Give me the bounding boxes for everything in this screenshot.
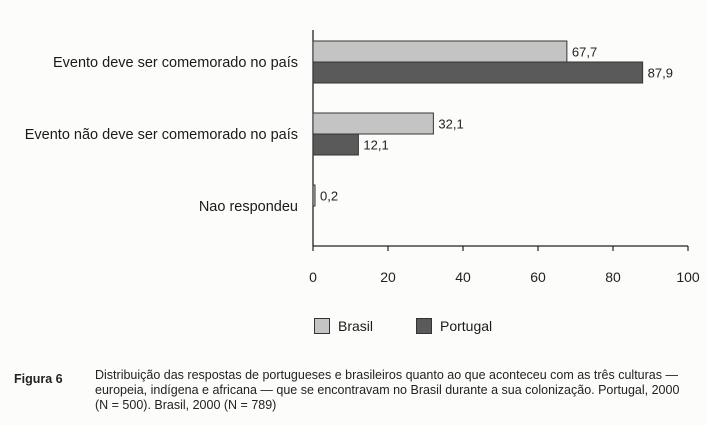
bar-portugal — [312, 133, 359, 156]
legend-item-portugal: Portugal — [416, 316, 492, 336]
bar-brasil — [312, 184, 316, 207]
category-label: Nao respondeu — [199, 199, 298, 215]
data-label: 67,7 — [572, 45, 597, 60]
bar-brasil — [312, 112, 434, 135]
data-label: 32,1 — [438, 117, 463, 132]
legend-swatch-portugal — [416, 318, 432, 334]
x-tick-label: 0 — [309, 269, 317, 285]
legend-label-portugal: Portugal — [440, 318, 493, 334]
x-tick-label: 60 — [530, 269, 546, 285]
data-label: 0,2 — [320, 189, 338, 204]
category-label: Evento deve ser comemorado no país — [53, 55, 298, 71]
legend-item-brasil: Brasil — [314, 316, 373, 336]
legend-label-brasil: Brasil — [338, 318, 374, 334]
caption-text: Distribuição das respostas de portuguese… — [95, 368, 680, 412]
caption-label: Figura 6 — [14, 372, 63, 386]
data-label: 12,1 — [363, 138, 388, 153]
legend-swatch-brasil — [314, 318, 330, 334]
x-tick-label: 80 — [605, 269, 621, 285]
x-tick-label: 100 — [676, 269, 700, 285]
bar-brasil — [312, 40, 568, 63]
chart: 0 20 40 60 80 100 Evento deve ser comemorado n… — [25, 30, 700, 285]
data-label: 87,9 — [648, 66, 673, 81]
category-label: Evento não deve ser comemorado no país — [25, 127, 298, 143]
bar-portugal — [312, 61, 644, 84]
x-tick-label: 20 — [380, 269, 396, 285]
x-tick-label: 40 — [455, 269, 471, 285]
